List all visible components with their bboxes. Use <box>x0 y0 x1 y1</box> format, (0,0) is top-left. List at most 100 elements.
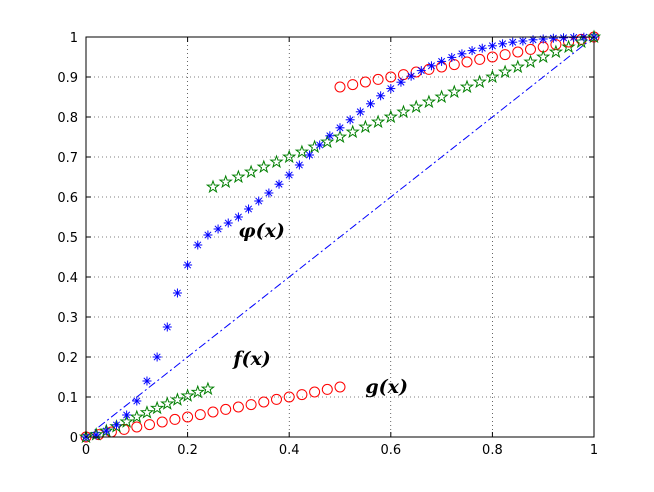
annotations: φ(x) f(x) g(x) <box>231 220 408 398</box>
f-point <box>332 129 348 144</box>
phi-point <box>406 71 416 81</box>
phi-point <box>457 49 467 59</box>
phi-point <box>172 288 182 298</box>
g-point <box>550 39 562 51</box>
f-point <box>510 59 525 74</box>
g-point <box>347 79 359 91</box>
phi-point <box>518 36 528 46</box>
f-point <box>409 99 424 114</box>
f-point <box>345 124 360 139</box>
f-point <box>459 79 475 94</box>
f-point <box>231 169 246 184</box>
f-point <box>129 409 144 424</box>
phi-point <box>548 33 558 43</box>
phi-point <box>538 34 548 44</box>
series-f <box>78 29 602 444</box>
y-tick-label: 0.1 <box>57 391 78 406</box>
phi-point <box>467 46 477 56</box>
x-tick-label: 0.2 <box>177 443 198 458</box>
y-tick-label: 0.7 <box>57 151 78 166</box>
phi-point <box>426 61 436 71</box>
phi-point <box>111 420 121 430</box>
g-point <box>512 46 524 58</box>
y-tick-label: 0 <box>70 431 78 446</box>
phi-point <box>152 352 162 362</box>
phi-point <box>487 41 497 51</box>
g-point <box>372 73 384 85</box>
g-point <box>194 409 206 421</box>
g-point <box>131 421 143 433</box>
phi-point <box>508 37 518 47</box>
annotation-label: φ(x) <box>238 220 285 242</box>
f-point <box>383 109 398 124</box>
g-point <box>385 71 397 83</box>
series-phi <box>81 32 599 442</box>
f-point <box>434 89 449 104</box>
phi-point <box>183 260 193 270</box>
phi-point <box>274 179 284 189</box>
y-tick-label: 0.2 <box>57 351 78 366</box>
y-tick-label: 1 <box>70 31 78 46</box>
phi-point <box>376 91 386 101</box>
phi-point <box>416 66 426 76</box>
f-point <box>421 94 437 109</box>
phi-point <box>396 77 406 87</box>
f-point <box>472 74 487 89</box>
g-point <box>448 59 460 71</box>
phi-point <box>264 188 274 198</box>
phi-point <box>528 35 538 45</box>
f-point <box>396 104 411 119</box>
g-point <box>461 56 473 68</box>
g-point <box>398 69 409 81</box>
f-point <box>523 54 538 69</box>
y-tick-label: 0.4 <box>57 271 78 286</box>
g-point <box>296 389 308 401</box>
grid-lines <box>86 37 594 437</box>
x-tick-label: 0.6 <box>380 443 401 458</box>
f-point <box>294 144 310 159</box>
phi-point <box>386 84 396 94</box>
phi-point <box>223 218 233 228</box>
phi-point <box>101 426 111 436</box>
y-tick-label: 0.8 <box>57 111 78 126</box>
diagonal-reference-line <box>85 36 595 438</box>
g-point <box>182 411 194 423</box>
phi-point <box>365 99 375 109</box>
phi-point <box>142 376 152 386</box>
f-point <box>447 84 462 99</box>
phi-point <box>345 115 355 125</box>
g-point <box>321 383 333 395</box>
f-point <box>180 388 195 402</box>
phi-point <box>132 396 142 406</box>
f-point <box>190 384 205 399</box>
g-point <box>334 381 346 393</box>
f-point <box>282 149 297 164</box>
phi-point <box>162 322 172 332</box>
y-tick-label: 0.5 <box>57 231 78 246</box>
phi-point <box>305 150 315 160</box>
phi-point <box>477 43 487 53</box>
g-point <box>423 63 435 75</box>
phi-point <box>244 204 254 214</box>
g-point <box>258 396 270 408</box>
f-point <box>243 164 259 179</box>
g-point <box>232 401 244 413</box>
f-point <box>205 179 221 194</box>
f-point <box>119 414 134 428</box>
f-point <box>200 381 216 396</box>
f-point <box>370 114 386 129</box>
g-point <box>474 53 486 65</box>
phi-point <box>193 240 203 250</box>
f-point <box>139 405 155 419</box>
f-point <box>561 39 576 54</box>
axis-ticks: 0 0.2 0.4 0.6 0.8 1 0 0.1 0.2 0.3 0.4 0.5 0.6 0.7 0.8 0… <box>57 31 598 458</box>
f-point <box>160 396 175 410</box>
f-point <box>149 400 165 415</box>
g-point <box>359 76 371 88</box>
phi-point <box>355 107 365 117</box>
g-point <box>156 416 168 428</box>
f-point <box>256 159 271 174</box>
series-layer <box>78 29 602 444</box>
phi-point <box>559 33 569 43</box>
phi-point <box>315 140 325 150</box>
